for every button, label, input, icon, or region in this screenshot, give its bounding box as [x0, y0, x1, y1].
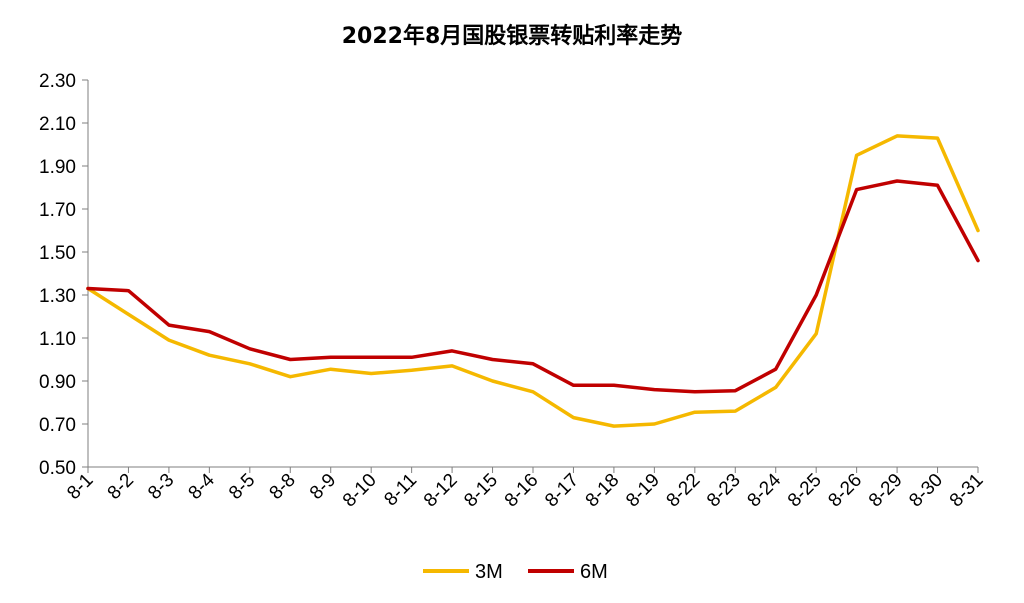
x-tick-label: 8-11 [380, 470, 421, 511]
x-tick-label: 8-4 [185, 469, 220, 504]
x-tick-label: 8-16 [501, 470, 543, 512]
y-tick-label: 1.10 [39, 329, 76, 350]
series-line-6m [86, 179, 980, 394]
x-tick-label: 8-8 [266, 470, 300, 504]
x-tick-label: 8-9 [306, 470, 340, 504]
y-tick-label: 1.50 [39, 243, 76, 264]
legend-label-6m: 6M [580, 561, 608, 583]
x-tick-label: 8-19 [622, 470, 664, 512]
series-layer [86, 134, 980, 428]
x-tick-label: 8-22 [663, 470, 705, 512]
x-tick-label: 8-26 [824, 470, 866, 512]
y-tick-label: 0.70 [39, 415, 76, 436]
y-tick-label: 0.90 [39, 372, 76, 393]
x-tick-label: 8-24 [744, 469, 786, 511]
legend-label-3m: 3M [475, 561, 503, 583]
y-tick-label: 1.30 [39, 286, 76, 307]
x-tick-label: 8-12 [420, 470, 462, 512]
legend: 3M 6M [423, 561, 608, 583]
x-tick-label: 8-25 [784, 470, 826, 512]
x-tick-label: 8-31 [946, 470, 988, 512]
x-tick-label: 8-5 [225, 470, 259, 504]
y-tick-label: 1.90 [39, 157, 76, 178]
x-tick-label: 8-17 [541, 470, 583, 512]
y-tick-label: 2.10 [39, 114, 76, 135]
chart-title: 2022年8月国股银票转贴利率走势 [342, 23, 683, 49]
y-tick-label: 1.70 [39, 200, 76, 221]
x-tick-label: 8-15 [460, 470, 502, 512]
x-tick-label: 8-2 [104, 470, 138, 504]
y-tick-label: 0.50 [39, 458, 76, 479]
x-tick-label: 8-18 [582, 470, 624, 512]
axes: 0.50 0.70 0.90 1.10 1.30 1.50 1.70 1.90 2.10 2.30… [39, 71, 988, 511]
x-tick-label: 8-29 [865, 470, 907, 512]
series-line-3m [86, 134, 980, 428]
y-tick-label: 2.30 [39, 71, 76, 92]
x-tick-label: 8-10 [339, 470, 381, 512]
x-tick-label: 8-30 [905, 470, 947, 512]
x-tick-label: 8-23 [703, 470, 745, 512]
x-tick-label: 8-3 [144, 470, 178, 504]
